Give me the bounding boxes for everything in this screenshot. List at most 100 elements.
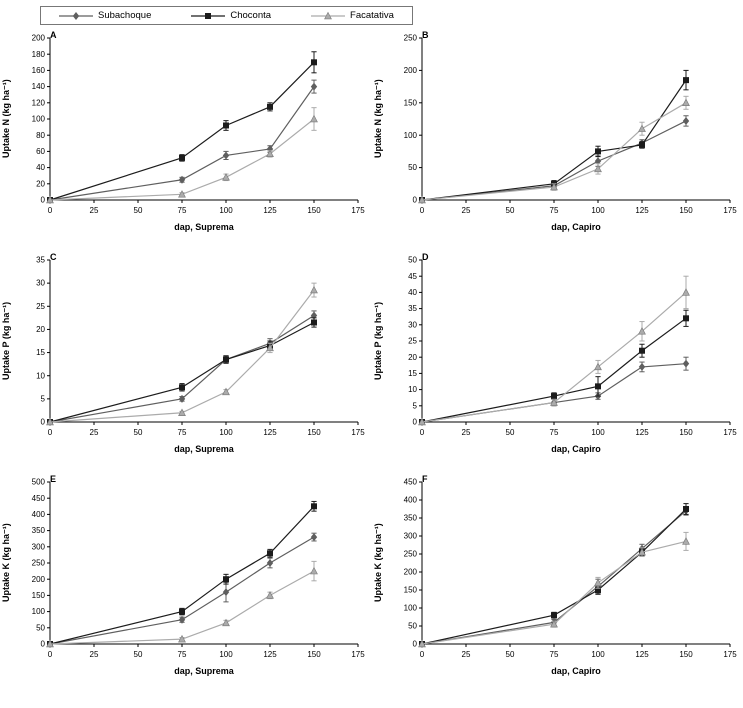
svg-text:5: 5 [413,401,418,410]
legend-item-subachoque: Subachoque [59,10,151,21]
svg-text:175: 175 [351,428,365,437]
svg-text:300: 300 [404,531,418,540]
x-axis-label: dap, Capiro [551,221,601,232]
legend: Subachoque Choconta Facatativa [40,6,413,25]
x-axis-label: dap, Suprema [174,443,234,454]
svg-text:100: 100 [404,603,418,612]
svg-text:150: 150 [307,428,321,437]
svg-text:100: 100 [219,428,233,437]
legend-item-choconta: Choconta [191,10,271,21]
svg-text:180: 180 [32,49,46,58]
svg-text:150: 150 [679,428,693,437]
svg-text:250: 250 [404,33,418,42]
svg-text:20: 20 [408,352,417,361]
svg-text:75: 75 [178,428,187,437]
svg-text:0: 0 [41,639,46,648]
svg-text:175: 175 [723,206,737,215]
chart-panel-d: Uptake P (kg ha⁻¹) D 0 5 10 15 20 25 30 35 40 45 5… [372,250,743,472]
svg-text:0: 0 [41,195,46,204]
svg-text:100: 100 [32,607,46,616]
svg-text:250: 250 [404,549,418,558]
svg-text:150: 150 [307,206,321,215]
svg-text:350: 350 [32,526,46,535]
plot-svg: 0 50 100 150 200 250 300 350 400 450 0 25 50 75 100 125… [404,477,738,659]
legend-triangle-icon [311,11,346,19]
chart-panel-b: Uptake N (kg ha⁻¹) B 0 50 100 150 200 250 0 25 5… [372,28,743,250]
chart-panel-e: Uptake K (kg ha⁻¹) E 0 50 100 150 200 250 300 3… [0,472,372,694]
svg-text:20: 20 [36,179,45,188]
svg-text:150: 150 [307,650,321,659]
svg-text:20: 20 [36,325,45,334]
svg-text:125: 125 [263,206,277,215]
x-axis-label: dap, Capiro [551,665,601,676]
y-axis-label: Uptake K (kg ha⁻¹) [373,523,383,602]
chart-panel-f: Uptake K (kg ha⁻¹) F 0 50 100 150 200 250 300 3… [372,472,743,694]
svg-text:10: 10 [36,371,45,380]
panel-letter: D [422,251,429,262]
svg-text:100: 100 [591,206,605,215]
svg-text:160: 160 [32,66,46,75]
svg-text:150: 150 [679,206,693,215]
svg-text:0: 0 [48,206,53,215]
svg-text:150: 150 [32,591,46,600]
svg-text:450: 450 [32,493,46,502]
plot-svg: 0 50 100 150 200 250 0 25 50 75 100 125 150 175 [404,33,738,215]
x-axis-label: dap, Suprema [174,665,234,676]
svg-text:150: 150 [404,98,418,107]
svg-text:25: 25 [462,206,471,215]
svg-text:30: 30 [408,320,417,329]
svg-text:25: 25 [462,650,471,659]
panel-letter: F [422,473,428,484]
y-axis-label: Uptake N (kg ha⁻¹) [1,79,11,158]
svg-text:100: 100 [404,130,418,139]
svg-text:175: 175 [723,428,737,437]
svg-text:25: 25 [90,206,99,215]
svg-text:125: 125 [263,428,277,437]
svg-text:0: 0 [420,650,425,659]
svg-text:35: 35 [36,255,45,264]
svg-text:100: 100 [219,206,233,215]
svg-text:30: 30 [36,278,45,287]
panel-letter: C [50,251,57,262]
svg-text:25: 25 [36,301,45,310]
legend-square-icon [191,12,226,19]
chart-panel-c: Uptake P (kg ha⁻¹) C 0 5 10 15 20 25 30 35 0 25 50… [0,250,372,472]
svg-text:125: 125 [635,428,649,437]
svg-text:50: 50 [506,650,515,659]
svg-text:75: 75 [178,650,187,659]
svg-text:75: 75 [178,206,187,215]
svg-text:175: 175 [351,206,365,215]
svg-text:40: 40 [36,163,45,172]
svg-text:100: 100 [219,650,233,659]
chart-panel-a: Uptake N (kg ha⁻¹) A 0 20 40 60 80 100 120 140 1… [0,28,372,250]
svg-text:15: 15 [408,369,417,378]
svg-text:25: 25 [90,428,99,437]
svg-text:300: 300 [32,542,46,551]
svg-text:100: 100 [32,114,46,123]
svg-text:25: 25 [462,428,471,437]
svg-text:35: 35 [408,304,417,313]
plot-svg: 0 5 10 15 20 25 30 35 0 25 50 75 100 125 150 175 [36,255,365,437]
legend-label: Subachoque [98,10,152,21]
svg-text:175: 175 [723,650,737,659]
charts-grid: Uptake N (kg ha⁻¹) A 0 20 40 60 80 100 120 140 1… [0,28,743,694]
panel-letter: E [50,473,57,484]
svg-text:400: 400 [32,510,46,519]
plot-svg: 0 5 10 15 20 25 30 35 40 45 50 0 25 50 75 100 125 150 175 [408,255,737,437]
svg-text:0: 0 [420,206,425,215]
legend-item-facatativa: Facatativa [311,10,394,21]
svg-text:350: 350 [404,513,418,522]
svg-text:175: 175 [351,650,365,659]
svg-text:125: 125 [635,206,649,215]
svg-text:0: 0 [413,639,418,648]
svg-text:200: 200 [404,66,418,75]
svg-text:200: 200 [404,567,418,576]
svg-text:0: 0 [41,417,46,426]
svg-text:150: 150 [404,585,418,594]
svg-text:25: 25 [408,336,417,345]
x-axis-label: dap, Suprema [174,221,234,232]
svg-text:0: 0 [48,650,53,659]
legend-diamond-icon [59,11,93,20]
y-axis-label: Uptake P (kg ha⁻¹) [1,301,11,380]
svg-text:450: 450 [404,477,418,486]
